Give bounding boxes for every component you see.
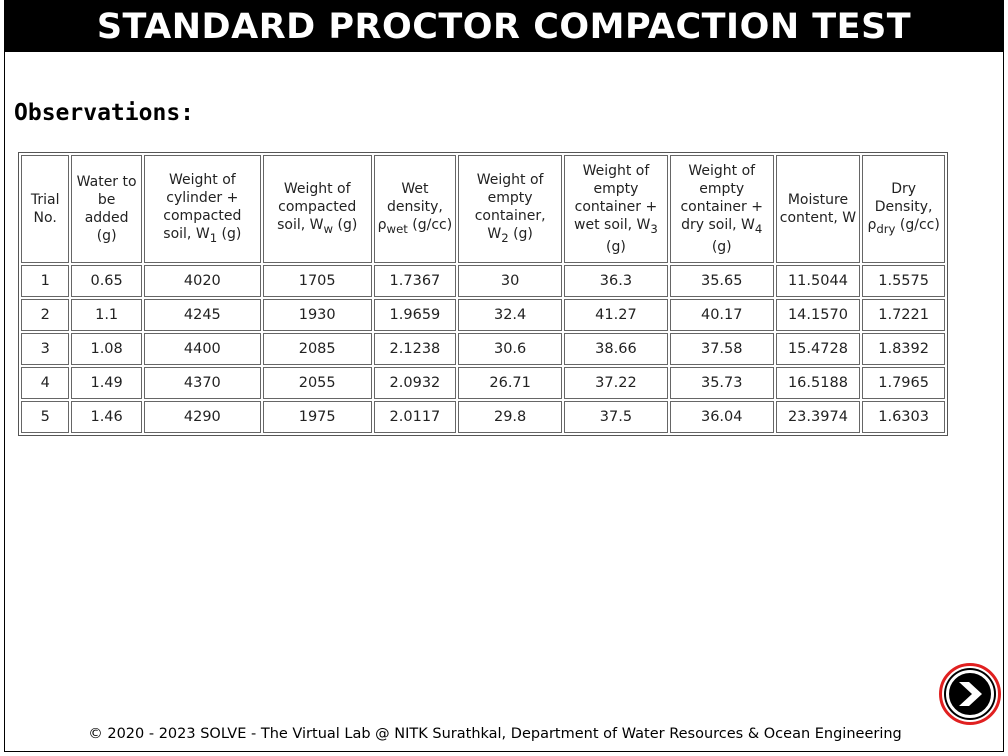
header-trial-no: Trial No.: [21, 155, 70, 263]
table-row: 3 1.08 4400 2085 2.1238 30.6 38.66 37.58…: [21, 333, 945, 365]
table-cell: 30.6: [458, 333, 563, 365]
table-cell: 2055: [262, 367, 372, 399]
table-cell: 2.0117: [373, 401, 457, 433]
table-cell: 38.66: [564, 333, 668, 365]
header-water-added: Water to be added (g): [71, 155, 142, 263]
header-weight-container-dry-soil: Weight of empty container + dry soil, W4…: [669, 155, 774, 263]
observations-table: Trial No. Water to be added (g) Weight o…: [18, 152, 948, 436]
next-button[interactable]: [946, 670, 994, 718]
table-cell: 1.5575: [862, 265, 945, 297]
table-cell: 2085: [262, 333, 372, 365]
table-cell: 15.4728: [775, 333, 861, 365]
table-cell: 2: [21, 299, 70, 331]
header-moisture-content: Moisture content, W: [775, 155, 861, 263]
table-cell: 1.49: [71, 367, 142, 399]
table-cell: 36.3: [564, 265, 668, 297]
table-cell: 41.27: [564, 299, 668, 331]
table-cell: 1: [21, 265, 70, 297]
header-wet-density: Wet density, ρwet (g/cc): [373, 155, 457, 263]
table-cell: 16.5188: [775, 367, 861, 399]
table-cell: 14.1570: [775, 299, 861, 331]
table-cell: 1.7965: [862, 367, 945, 399]
header-weight-cylinder-soil: Weight of cylinder + compacted soil, W1 …: [143, 155, 261, 263]
table-cell: 4: [21, 367, 70, 399]
table-row: 2 1.1 4245 1930 1.9659 32.4 41.27 40.17 …: [21, 299, 945, 331]
header-weight-empty-container: Weight of empty container, W2 (g): [458, 155, 563, 263]
page-frame: [4, 0, 1004, 752]
next-button-highlight-ring: [939, 663, 1001, 725]
header-dry-density: Dry Density, ρdry (g/cc): [862, 155, 945, 263]
table-cell: 4400: [143, 333, 261, 365]
table-row: 4 1.49 4370 2055 2.0932 26.71 37.22 35.7…: [21, 367, 945, 399]
table-cell: 40.17: [669, 299, 774, 331]
table-cell: 35.65: [669, 265, 774, 297]
table-cell: 4020: [143, 265, 261, 297]
table-cell: 1.6303: [862, 401, 945, 433]
table-cell: 30: [458, 265, 563, 297]
table-cell: 36.04: [669, 401, 774, 433]
table-cell: 1975: [262, 401, 372, 433]
table-cell: 37.58: [669, 333, 774, 365]
table-cell: 1.8392: [862, 333, 945, 365]
table-cell: 1.1: [71, 299, 142, 331]
table-cell: 1.7367: [373, 265, 457, 297]
header-weight-compacted-soil: Weight of compacted soil, Ww (g): [262, 155, 372, 263]
table-cell: 37.22: [564, 367, 668, 399]
table-cell: 11.5044: [775, 265, 861, 297]
table-cell: 35.73: [669, 367, 774, 399]
table-cell: 1.9659: [373, 299, 457, 331]
table-cell: 4245: [143, 299, 261, 331]
table-cell: 26.71: [458, 367, 563, 399]
observations-heading: Observations:: [14, 100, 195, 126]
table-cell: 1930: [262, 299, 372, 331]
page-title: STANDARD PROCTOR COMPACTION TEST: [4, 0, 1004, 52]
footer-copyright: © 2020 - 2023 SOLVE - The Virtual Lab @ …: [88, 726, 902, 742]
table-cell: 1.08: [71, 333, 142, 365]
table-cell: 2.0932: [373, 367, 457, 399]
table-cell: 23.3974: [775, 401, 861, 433]
table-cell: 3: [21, 333, 70, 365]
table-header-row: Trial No. Water to be added (g) Weight o…: [21, 155, 945, 263]
table-cell: 1.7221: [862, 299, 945, 331]
table-cell: 5: [21, 401, 70, 433]
table-row: 1 0.65 4020 1705 1.7367 30 36.3 35.65 11…: [21, 265, 945, 297]
table-cell: 2.1238: [373, 333, 457, 365]
header-weight-container-wet-soil: Weight of empty container + wet soil, W3…: [564, 155, 668, 263]
table-cell: 0.65: [71, 265, 142, 297]
table-cell: 37.5: [564, 401, 668, 433]
table-cell: 1.46: [71, 401, 142, 433]
table-cell: 1705: [262, 265, 372, 297]
table-cell: 32.4: [458, 299, 563, 331]
table-row: 5 1.46 4290 1975 2.0117 29.8 37.5 36.04 …: [21, 401, 945, 433]
table-cell: 4290: [143, 401, 261, 433]
table-cell: 29.8: [458, 401, 563, 433]
chevron-right-icon: [959, 682, 982, 706]
table-cell: 4370: [143, 367, 261, 399]
